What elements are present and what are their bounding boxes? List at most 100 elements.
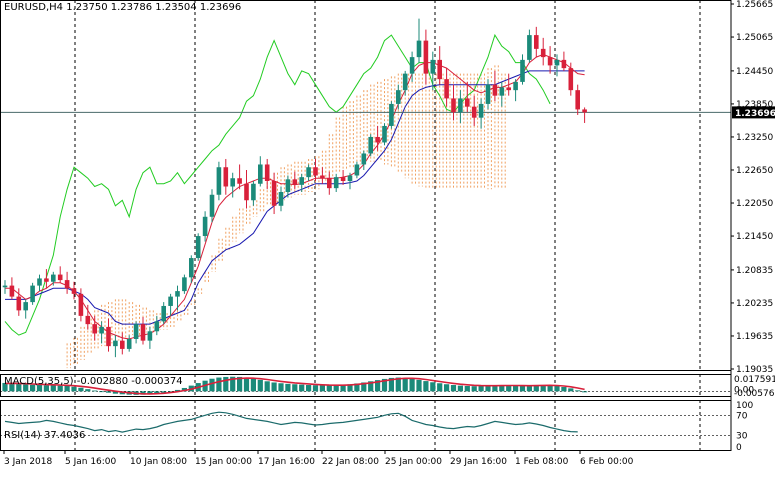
bear-candle <box>140 324 146 341</box>
bear-candle <box>451 98 456 113</box>
bear-candle <box>244 183 249 201</box>
bear-candle <box>64 280 70 289</box>
macd-histogram-bar <box>561 386 567 392</box>
bull-candle <box>382 125 387 143</box>
bull-candle <box>251 183 256 201</box>
macd-histogram-bar <box>209 378 215 392</box>
time-axis-label: 3 Jan 2018 <box>4 457 52 467</box>
bull-candle <box>2 285 8 288</box>
bull-candle <box>520 59 525 82</box>
bull-candle <box>527 35 532 60</box>
rsi-axis-label: 30 <box>736 432 748 442</box>
bear-candle <box>313 167 318 176</box>
macd-histogram-bar <box>271 382 277 392</box>
macd-histogram-bar <box>499 385 505 392</box>
macd-histogram-bar <box>582 391 588 393</box>
bull-candle <box>133 324 139 339</box>
macd-histogram-bar <box>381 378 388 392</box>
bear-candle <box>568 68 574 91</box>
bull-candle <box>499 87 505 96</box>
bull-candle <box>175 291 180 297</box>
current-price-badge <box>732 106 775 119</box>
macd-histogram-bar <box>547 385 553 392</box>
price-axis-label: 1.24450 <box>736 67 773 77</box>
bull-candle <box>396 90 401 104</box>
macd-histogram-bar <box>444 384 450 392</box>
bull-candle <box>306 167 311 178</box>
macd-histogram-bar <box>78 387 84 392</box>
panel-frames <box>0 0 732 451</box>
macd-histogram-bar <box>312 385 319 392</box>
bear-candle <box>437 59 442 80</box>
time-axis-label: 15 Jan 00:00 <box>195 457 252 467</box>
macd-histogram-bar <box>23 384 29 392</box>
rsi-value: 37.4036 <box>43 430 86 441</box>
macd-panel <box>0 376 731 395</box>
bull-candle <box>347 175 353 181</box>
macd-histogram-bar <box>243 377 250 392</box>
bear-candle <box>78 293 84 316</box>
macd-histogram-bar <box>526 385 532 392</box>
macd-histogram-bar <box>395 377 401 392</box>
bear-candle <box>223 167 229 187</box>
macd-histogram-bar <box>506 385 512 392</box>
main-chart-title: EURUSD,H4 <box>4 2 64 13</box>
rsi-axis-label: 70 <box>736 411 748 421</box>
macd-histogram-bar <box>264 381 270 392</box>
rsi-axis-label: 100 <box>736 401 753 411</box>
bear-candle <box>465 98 470 107</box>
macd-histogram-bar <box>285 383 291 392</box>
bull-candle <box>402 73 408 91</box>
price-axis-label: 1.22050 <box>736 199 773 209</box>
bull-candle <box>161 305 166 322</box>
bear-candle <box>471 106 477 118</box>
axis-labels: 1.25665 1.25065 1.24450 1.23850 1.23250 1.226… <box>3 0 775 467</box>
macd-histogram-bar <box>278 383 284 392</box>
macd-histogram-bar <box>85 389 91 392</box>
macd-histogram-bar <box>319 385 325 392</box>
macd-histogram-bar <box>333 385 339 392</box>
bull-candle <box>37 278 42 286</box>
bull-candle <box>430 59 436 74</box>
macd-histogram-bar <box>36 385 43 392</box>
price-axis-label: 1.19035 <box>736 365 773 375</box>
bear-candle <box>575 90 580 110</box>
price-axis-label: 1.25665 <box>736 0 773 10</box>
time-axis-label: 17 Jan 16:00 <box>258 457 315 467</box>
macd-histogram-bar <box>492 385 498 392</box>
bull-candle <box>458 98 463 113</box>
main-chart-header: EURUSD,H4 1.23750 1.23786 1.23504 1.2369… <box>4 2 241 13</box>
bull-candle <box>416 40 422 58</box>
bull-candle <box>23 302 28 311</box>
macd-histogram-bar <box>30 384 36 392</box>
bull-candle <box>230 178 235 187</box>
macd-histogram-bar <box>388 377 394 392</box>
bull-candle <box>30 285 35 303</box>
macd-histogram-bar <box>216 377 222 392</box>
bear-candle <box>423 40 429 74</box>
bull-candle <box>202 216 208 237</box>
macd-histogram-bar <box>99 391 105 393</box>
macd-histogram-bar <box>402 377 408 392</box>
rsi-title: RSI(14) <box>4 430 41 441</box>
bull-candle <box>361 153 367 165</box>
bull-candle <box>209 194 215 217</box>
bear-candle <box>237 178 242 184</box>
macd-histogram-bar <box>161 391 167 393</box>
macd-histogram-bar <box>2 382 8 392</box>
macd-histogram-bar <box>181 387 187 392</box>
macd-histogram-bar <box>16 383 22 392</box>
macd-histogram-bar <box>540 385 546 392</box>
bull-candle <box>168 296 173 306</box>
macd-histogram-bar <box>450 385 457 392</box>
price-axis-label: 1.20835 <box>736 266 773 276</box>
bull-candle <box>258 164 263 184</box>
time-axis-label: 10 Jan 08:00 <box>130 457 187 467</box>
macd-histogram-bar <box>71 386 77 392</box>
macd-axis-label: 0.017591 <box>734 375 775 385</box>
macd-histogram-bar <box>575 390 581 392</box>
price-axis-label: 1.20235 <box>736 299 773 309</box>
bear-candle <box>9 285 15 297</box>
bear-candle <box>506 87 511 91</box>
bear-candle <box>16 296 22 311</box>
